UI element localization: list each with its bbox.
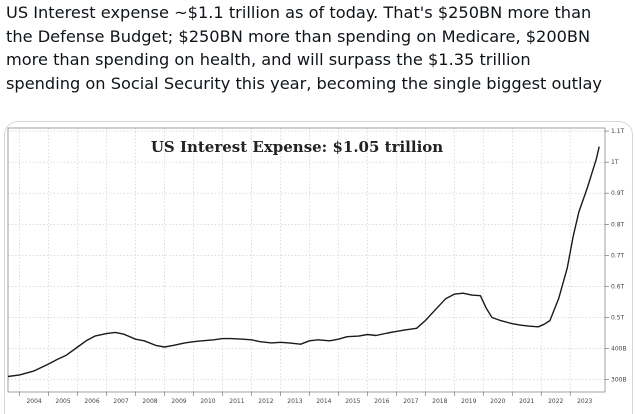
x-tick-label: 2020: [490, 398, 505, 405]
tweet-text-line: more than spending on health, and will s…: [6, 50, 531, 69]
x-tick-label: 2016: [374, 398, 389, 405]
x-tick-label: 2017: [403, 398, 418, 405]
x-tick-label: 2010: [200, 398, 215, 405]
series-line-interest-expense: [7, 146, 600, 378]
y-tick-label: 1T: [611, 159, 619, 166]
y-tick-label: 0.7T: [611, 252, 625, 259]
tweet-text-line: spending on Social Security this year, b…: [6, 73, 603, 93]
x-tick-label: 2021: [519, 398, 534, 405]
y-tick-label: 0.6T: [611, 283, 625, 290]
y-tick-label: 0.9T: [611, 190, 625, 197]
tweet-text-line: US Interest expense ~$1.1 trillion as of…: [6, 3, 592, 22]
x-tick-label: 2014: [316, 398, 331, 405]
y-tick-label: 0.8T: [611, 221, 625, 228]
x-tick-label: 2019: [461, 398, 476, 405]
y-tick-label: 1.1T: [611, 128, 625, 135]
x-tick-label: 2012: [258, 398, 273, 405]
x-tick-label: 2009: [171, 398, 186, 405]
x-tick-label: 2011: [229, 398, 244, 405]
chart-title: US Interest Expense: $1.05 trillion: [151, 138, 443, 156]
x-tick-label: 2018: [432, 398, 447, 405]
x-tick-label: 2004: [26, 398, 41, 405]
y-tick-label: 400B: [611, 346, 627, 353]
x-tick-label: 2023: [577, 398, 592, 405]
plot-frame: [7, 127, 606, 393]
interest-expense-chart: US Interest Expense: $1.05 trillion 2004…: [5, 122, 632, 414]
tweet-media-image[interactable]: US Interest Expense: $1.05 trillion 2004…: [4, 121, 633, 414]
y-tick-label: 0.5T: [611, 314, 625, 321]
tweet-text-line: the Defense Budget; $250BN more than spe…: [6, 26, 591, 46]
x-tick-label: 2006: [84, 398, 99, 405]
x-tick-label: 2007: [113, 398, 128, 405]
x-tick-label: 2015: [345, 398, 360, 405]
x-tick-label: 2008: [142, 398, 157, 405]
x-tick-label: 2005: [55, 398, 70, 405]
tweet-text: US Interest expense ~$1.1 trillion as of…: [6, 1, 631, 95]
y-tick-label: 300B: [611, 377, 627, 384]
x-tick-label: 2022: [548, 398, 563, 405]
x-tick-label: 2013: [287, 398, 302, 405]
